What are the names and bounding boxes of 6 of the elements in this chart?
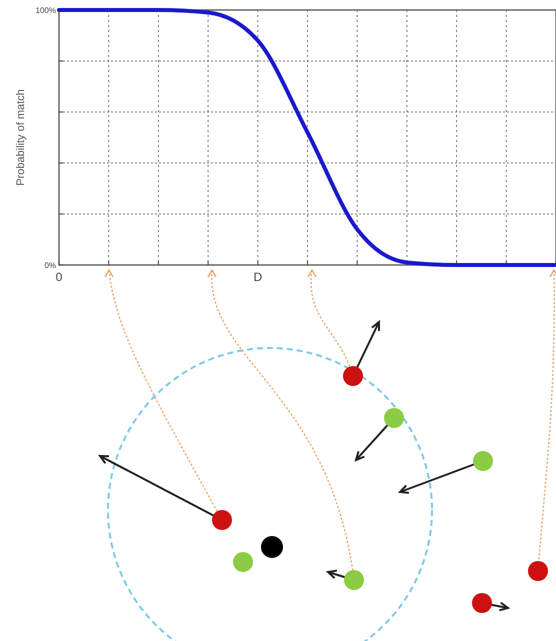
- y-tick-label: 0%: [44, 261, 56, 270]
- line-series: [57, 8, 556, 267]
- y-tick-label: 100%: [36, 6, 56, 15]
- x-tick-label: D: [253, 270, 262, 284]
- y-axis-title: Probability of match: [15, 89, 27, 186]
- x-tick-label: 0: [56, 270, 63, 284]
